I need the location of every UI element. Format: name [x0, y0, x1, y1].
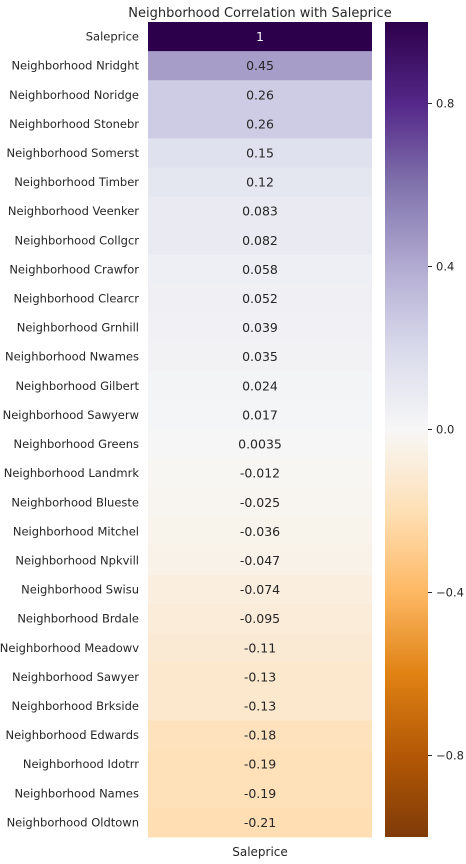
row-label: Neighborhood Nwames [5, 350, 139, 364]
heatmap-cell [148, 371, 372, 401]
heatmap-cell [148, 51, 372, 81]
heatmap-cell [148, 400, 372, 430]
heatmap-cell [148, 633, 372, 663]
row-label: Neighborhood Mitchel [13, 524, 139, 538]
heatmap-cell [148, 458, 372, 489]
heatmap-cell [148, 778, 372, 809]
row-label: Neighborhood Idotrr [23, 757, 139, 771]
cell-value-label: -0.19 [244, 786, 276, 801]
heatmap-cell [148, 22, 372, 52]
heatmap-cell [148, 604, 372, 634]
cell-value-label: 0.058 [242, 262, 278, 277]
cell-value-label: 0.15 [246, 145, 274, 160]
colorbar-tick-label: 0.8 [436, 97, 454, 111]
chart-title: Neighborhood Correlation with Saleprice [128, 6, 391, 21]
heatmap-cell [148, 807, 372, 838]
row-label: Neighborhood Veenker [8, 204, 139, 218]
cell-value-label: 0.024 [242, 378, 278, 393]
colorbar-gradient [385, 22, 428, 837]
colorbar-tick-label: −0.4 [436, 586, 464, 600]
cell-value-label: -0.074 [240, 582, 280, 597]
heatmap-cell [148, 80, 372, 110]
row-label: Neighborhood Stonebr [9, 117, 139, 131]
row-label: Neighborhood Sawyerw [3, 408, 139, 422]
cell-value-label: 0.035 [242, 349, 278, 364]
row-label: Neighborhood Meadowv [0, 641, 139, 655]
row-label: Neighborhood Gilbert [15, 379, 139, 393]
row-label: Neighborhood Oldtown [7, 815, 139, 829]
row-label: Neighborhood Blueste [11, 495, 139, 509]
row-label: Neighborhood Brkside [12, 699, 139, 713]
cell-value-label: -0.18 [244, 728, 276, 743]
row-label: Neighborhood Crawfor [9, 262, 139, 276]
cell-value-label: 0.052 [242, 291, 278, 306]
heatmap-cell [148, 283, 372, 314]
heatmap-cell [148, 575, 372, 605]
cell-value-label: -0.19 [244, 757, 276, 772]
cell-value-label: 0.082 [242, 233, 278, 248]
row-label: Saleprice [86, 30, 139, 44]
heatmap-cell [148, 662, 372, 692]
cell-value-label: -0.11 [244, 640, 276, 655]
cell-value-label: -0.13 [244, 669, 276, 684]
heatmap-cell [148, 225, 372, 256]
cell-value-label: -0.095 [240, 611, 280, 626]
row-label: Neighborhood Names [14, 786, 139, 800]
colorbar: 0.8 0.4 0.0 −0.4 −0.8 [385, 22, 464, 837]
row-labels: Saleprice Neighborhood Nridght Neighborhoo… [0, 30, 139, 830]
heatmap-cell [148, 691, 372, 722]
heatmap-cell [148, 313, 372, 343]
cell-value-label: 0.26 [246, 116, 274, 131]
heatmap-cell [148, 545, 372, 576]
row-label: Neighborhood Sawyer [12, 670, 139, 684]
row-label: Neighborhood Nridght [11, 59, 139, 73]
row-label: Neighborhood Landmrk [4, 466, 140, 480]
heatmap-cell [148, 429, 372, 460]
colorbar-tick-label: −0.8 [436, 749, 464, 763]
cell-value-label: 1 [256, 29, 264, 44]
heatmap-cell [148, 516, 372, 547]
row-label: Neighborhood Clearcr [13, 292, 139, 306]
cell-value-label: -0.047 [240, 553, 280, 568]
row-label: Neighborhood Noridge [9, 88, 139, 102]
row-label: Neighborhood Collgcr [15, 233, 140, 247]
cell-value-label: -0.21 [244, 815, 276, 830]
cell-value-label: -0.13 [244, 699, 276, 714]
heatmap-cells [148, 22, 372, 838]
heatmap-cell [148, 109, 372, 139]
row-label: Neighborhood Timber [14, 175, 139, 189]
row-label: Neighborhood Swisu [21, 583, 139, 597]
heatmap-cell [148, 167, 372, 198]
cell-value-label: 0.45 [246, 58, 274, 73]
cell-value-label: -0.025 [240, 495, 280, 510]
column-label: Saleprice [232, 845, 288, 859]
row-label: Neighborhood Somerst [7, 146, 140, 160]
heatmap-cell [148, 196, 372, 227]
row-label: Neighborhood Brdale [17, 612, 139, 626]
cell-value-label: 0.017 [242, 407, 278, 422]
heatmap-cell [148, 720, 372, 751]
cell-value-labels: 1 0.45 0.26 0.26 0.15 0.12 0.083 0.082 0.058 0.05… [238, 29, 282, 830]
heatmap-cell [148, 487, 372, 518]
cell-value-label: 0.12 [246, 175, 274, 190]
heatmap-cell [148, 138, 372, 169]
row-label: Neighborhood Edwards [6, 728, 139, 742]
cell-value-label: -0.036 [240, 524, 280, 539]
cell-value-label: 0.083 [242, 204, 278, 219]
colorbar-tick-label: 0.4 [436, 260, 454, 274]
cell-value-label: -0.012 [240, 466, 280, 481]
cell-value-label: 0.0035 [238, 437, 282, 452]
row-label: Neighborhood Grnhill [17, 321, 139, 335]
row-label: Neighborhood Npkvill [15, 553, 139, 567]
heatmap-cell [148, 254, 372, 285]
heatmap-cell [148, 749, 372, 780]
cell-value-label: 0.26 [246, 87, 274, 102]
row-label: Neighborhood Greens [14, 437, 139, 451]
colorbar-tick-label: 0.0 [436, 423, 454, 437]
cell-value-label: 0.039 [242, 320, 278, 335]
heatmap-cell [148, 342, 372, 372]
